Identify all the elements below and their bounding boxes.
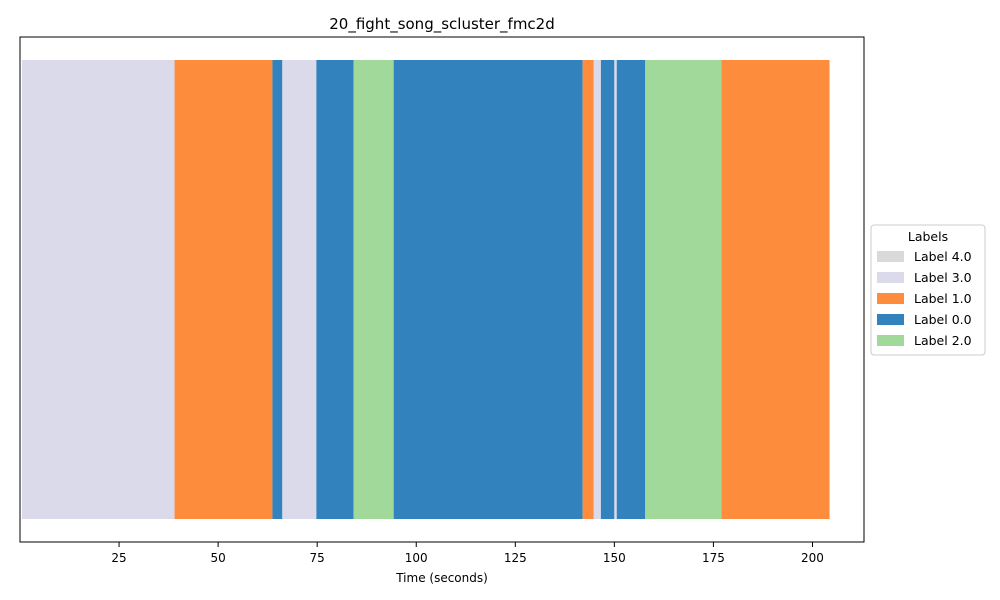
legend-title: Labels xyxy=(908,229,948,244)
segment-7 xyxy=(582,60,594,519)
segment-1 xyxy=(174,60,273,519)
segment-11 xyxy=(616,60,646,519)
x-tick-label-3: 100 xyxy=(405,551,428,565)
x-tick-label-5: 150 xyxy=(603,551,626,565)
x-tick-label-1: 50 xyxy=(210,551,225,565)
legend-label-1: Label 3.0 xyxy=(914,270,972,285)
legend-swatch-2 xyxy=(877,293,904,304)
legend-label-4: Label 2.0 xyxy=(914,333,972,348)
legend-swatch-4 xyxy=(877,335,904,346)
x-axis: 25 50 75 100 125 150 175 200 xyxy=(111,542,824,565)
legend-swatch-0 xyxy=(877,251,904,262)
segment-3 xyxy=(282,60,317,519)
segment-10 xyxy=(614,60,617,519)
legend-label-3: Label 0.0 xyxy=(914,312,972,327)
x-tick-label-4: 125 xyxy=(504,551,527,565)
x-tick-label-7: 200 xyxy=(801,551,824,565)
segments-layer xyxy=(21,60,830,519)
segment-12 xyxy=(645,60,722,519)
segment-4 xyxy=(316,60,354,519)
x-tick-label-0: 25 xyxy=(111,551,126,565)
segment-0 xyxy=(21,60,175,519)
x-tick-label-2: 75 xyxy=(310,551,325,565)
segment-2 xyxy=(272,60,283,519)
plot-frame xyxy=(19,36,865,543)
segment-6 xyxy=(393,60,583,519)
segment-9 xyxy=(600,60,615,519)
chart-title: 20_fight_song_scluster_fmc2d xyxy=(329,15,555,34)
legend-swatch-3 xyxy=(877,314,904,325)
segment-13 xyxy=(721,60,830,519)
x-axis-title: Time (seconds) xyxy=(395,571,488,585)
legend-label-2: Label 1.0 xyxy=(914,291,972,306)
legend-swatch-1 xyxy=(877,272,904,283)
legend-entries: Label 4.0 Label 3.0 Label 1.0 Label 0.0 Labe… xyxy=(877,249,972,348)
x-tick-label-6: 175 xyxy=(702,551,725,565)
legend-label-0: Label 4.0 xyxy=(914,249,972,264)
segment-5 xyxy=(353,60,394,519)
segment-8 xyxy=(593,60,601,519)
